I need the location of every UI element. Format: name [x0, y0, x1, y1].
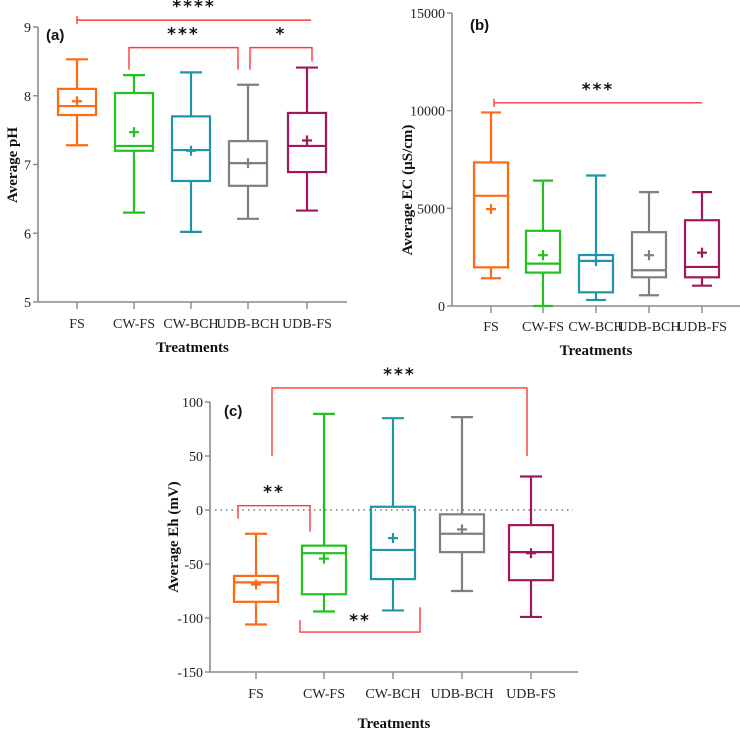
significance-bracket	[299, 607, 421, 633]
significance-label: ***	[167, 25, 200, 45]
x-tick-label: CW-BCH	[568, 320, 623, 335]
y-tick-label: 5000	[417, 202, 445, 217]
iqr-box	[472, 161, 510, 269]
iqr-box	[577, 253, 615, 294]
box-cw-fs	[113, 74, 155, 214]
box-udb-bch	[227, 83, 269, 220]
x-tick-label: CW-FS	[113, 317, 155, 332]
y-tick-label: 50	[189, 450, 203, 465]
x-axis-title: Treatments	[358, 716, 431, 731]
panel-c: -150 -100 -50 0 50 100 FS CW-FS CW-BCH UDB-BCH UDB…	[166, 365, 578, 731]
y-axis-title: Average EC (µS/cm)	[400, 125, 416, 256]
iqr-box	[524, 229, 562, 274]
x-tick-label: UDB-BCH	[430, 687, 493, 702]
box-fs	[56, 58, 98, 147]
bracket-line	[299, 607, 421, 633]
bracket-line	[493, 98, 702, 107]
bracket-line	[128, 46, 239, 70]
x-tick-label: UDB-BCH	[617, 320, 680, 335]
x-axis-title: Treatments	[156, 340, 229, 356]
y-tick-label: 15000	[410, 7, 445, 22]
box-udb-bch	[630, 191, 668, 297]
x-tick-label: FS	[483, 320, 499, 335]
iqr-box	[170, 115, 212, 183]
y-tick-label: 9	[24, 21, 31, 36]
y-tick-label: 10000	[410, 105, 445, 120]
iqr-box	[630, 231, 668, 279]
bracket-line	[76, 16, 311, 25]
y-axis-title: Average Eh (mV)	[166, 481, 182, 592]
box-udb-fs	[683, 191, 721, 287]
x-tick-label: CW-BCH	[365, 687, 420, 702]
x-tick-label: CW-FS	[522, 320, 564, 335]
panel-b: 0 5000 10000 15000 FS CW-FS CW-BCHUDB-BCHUDB-F…	[400, 7, 740, 359]
x-tick-label: FS	[69, 317, 85, 332]
iqr-box	[300, 544, 348, 596]
significance-label: *	[276, 25, 287, 45]
iqr-box	[113, 91, 155, 152]
iqr-box	[56, 87, 98, 117]
y-tick-label: 8	[24, 90, 31, 105]
significance-label: ***	[582, 80, 615, 100]
box-cw-bch	[577, 174, 615, 302]
box-cw-fs	[300, 412, 348, 613]
x-tick-label: FS	[248, 687, 264, 702]
x-tick-label: CW-BCH	[163, 317, 218, 332]
panel-label: (c)	[224, 403, 242, 420]
x-axis-title: Treatments	[560, 343, 633, 359]
box-cw-bch	[170, 71, 212, 233]
box-cw-bch	[369, 417, 417, 612]
y-tick-label: -150	[177, 666, 203, 681]
y-tick-label: 7	[24, 159, 31, 174]
y-tick-label: 5	[24, 296, 31, 311]
significance-bracket	[128, 46, 239, 70]
iqr-box	[232, 574, 280, 603]
box-udb-fs	[507, 475, 555, 619]
box-udb-fs	[286, 66, 328, 212]
x-tick-label: CW-FS	[303, 687, 345, 702]
panel-label: (b)	[470, 17, 489, 34]
significance-label: ***	[383, 365, 416, 385]
bracket-line	[237, 504, 311, 532]
significance-bracket	[237, 504, 311, 532]
bracket-line	[249, 46, 313, 70]
significance-bracket	[249, 46, 313, 70]
box-udb-bch	[438, 416, 486, 593]
y-tick-label: 0	[196, 504, 203, 519]
x-tick-label: UDB-BCH	[216, 317, 279, 332]
significance-bracket	[493, 98, 702, 107]
significance-label: **	[349, 611, 371, 631]
iqr-box	[286, 111, 328, 174]
y-axis-title: Average pH	[5, 127, 21, 203]
x-tick-label: UDB-FS	[506, 687, 556, 702]
y-tick-label: -100	[177, 612, 203, 627]
box-cw-fs	[524, 179, 562, 308]
iqr-box	[683, 219, 721, 279]
box-fs	[472, 111, 510, 280]
x-tick-label: UDB-FS	[282, 317, 332, 332]
significance-label: **	[263, 483, 285, 503]
y-tick-label: -50	[184, 558, 203, 573]
y-tick-label: 0	[438, 300, 445, 315]
panel-label: (a)	[46, 27, 64, 44]
significance-bracket	[271, 387, 528, 456]
significance-bracket	[76, 16, 311, 25]
significance-label: ****	[172, 0, 216, 17]
iqr-box	[369, 505, 417, 581]
x-tick-label: UDB-FS	[677, 320, 727, 335]
bracket-line	[271, 387, 528, 456]
y-tick-label: 100	[182, 396, 203, 411]
box-fs	[232, 532, 280, 626]
y-tick-label: 6	[24, 227, 31, 242]
